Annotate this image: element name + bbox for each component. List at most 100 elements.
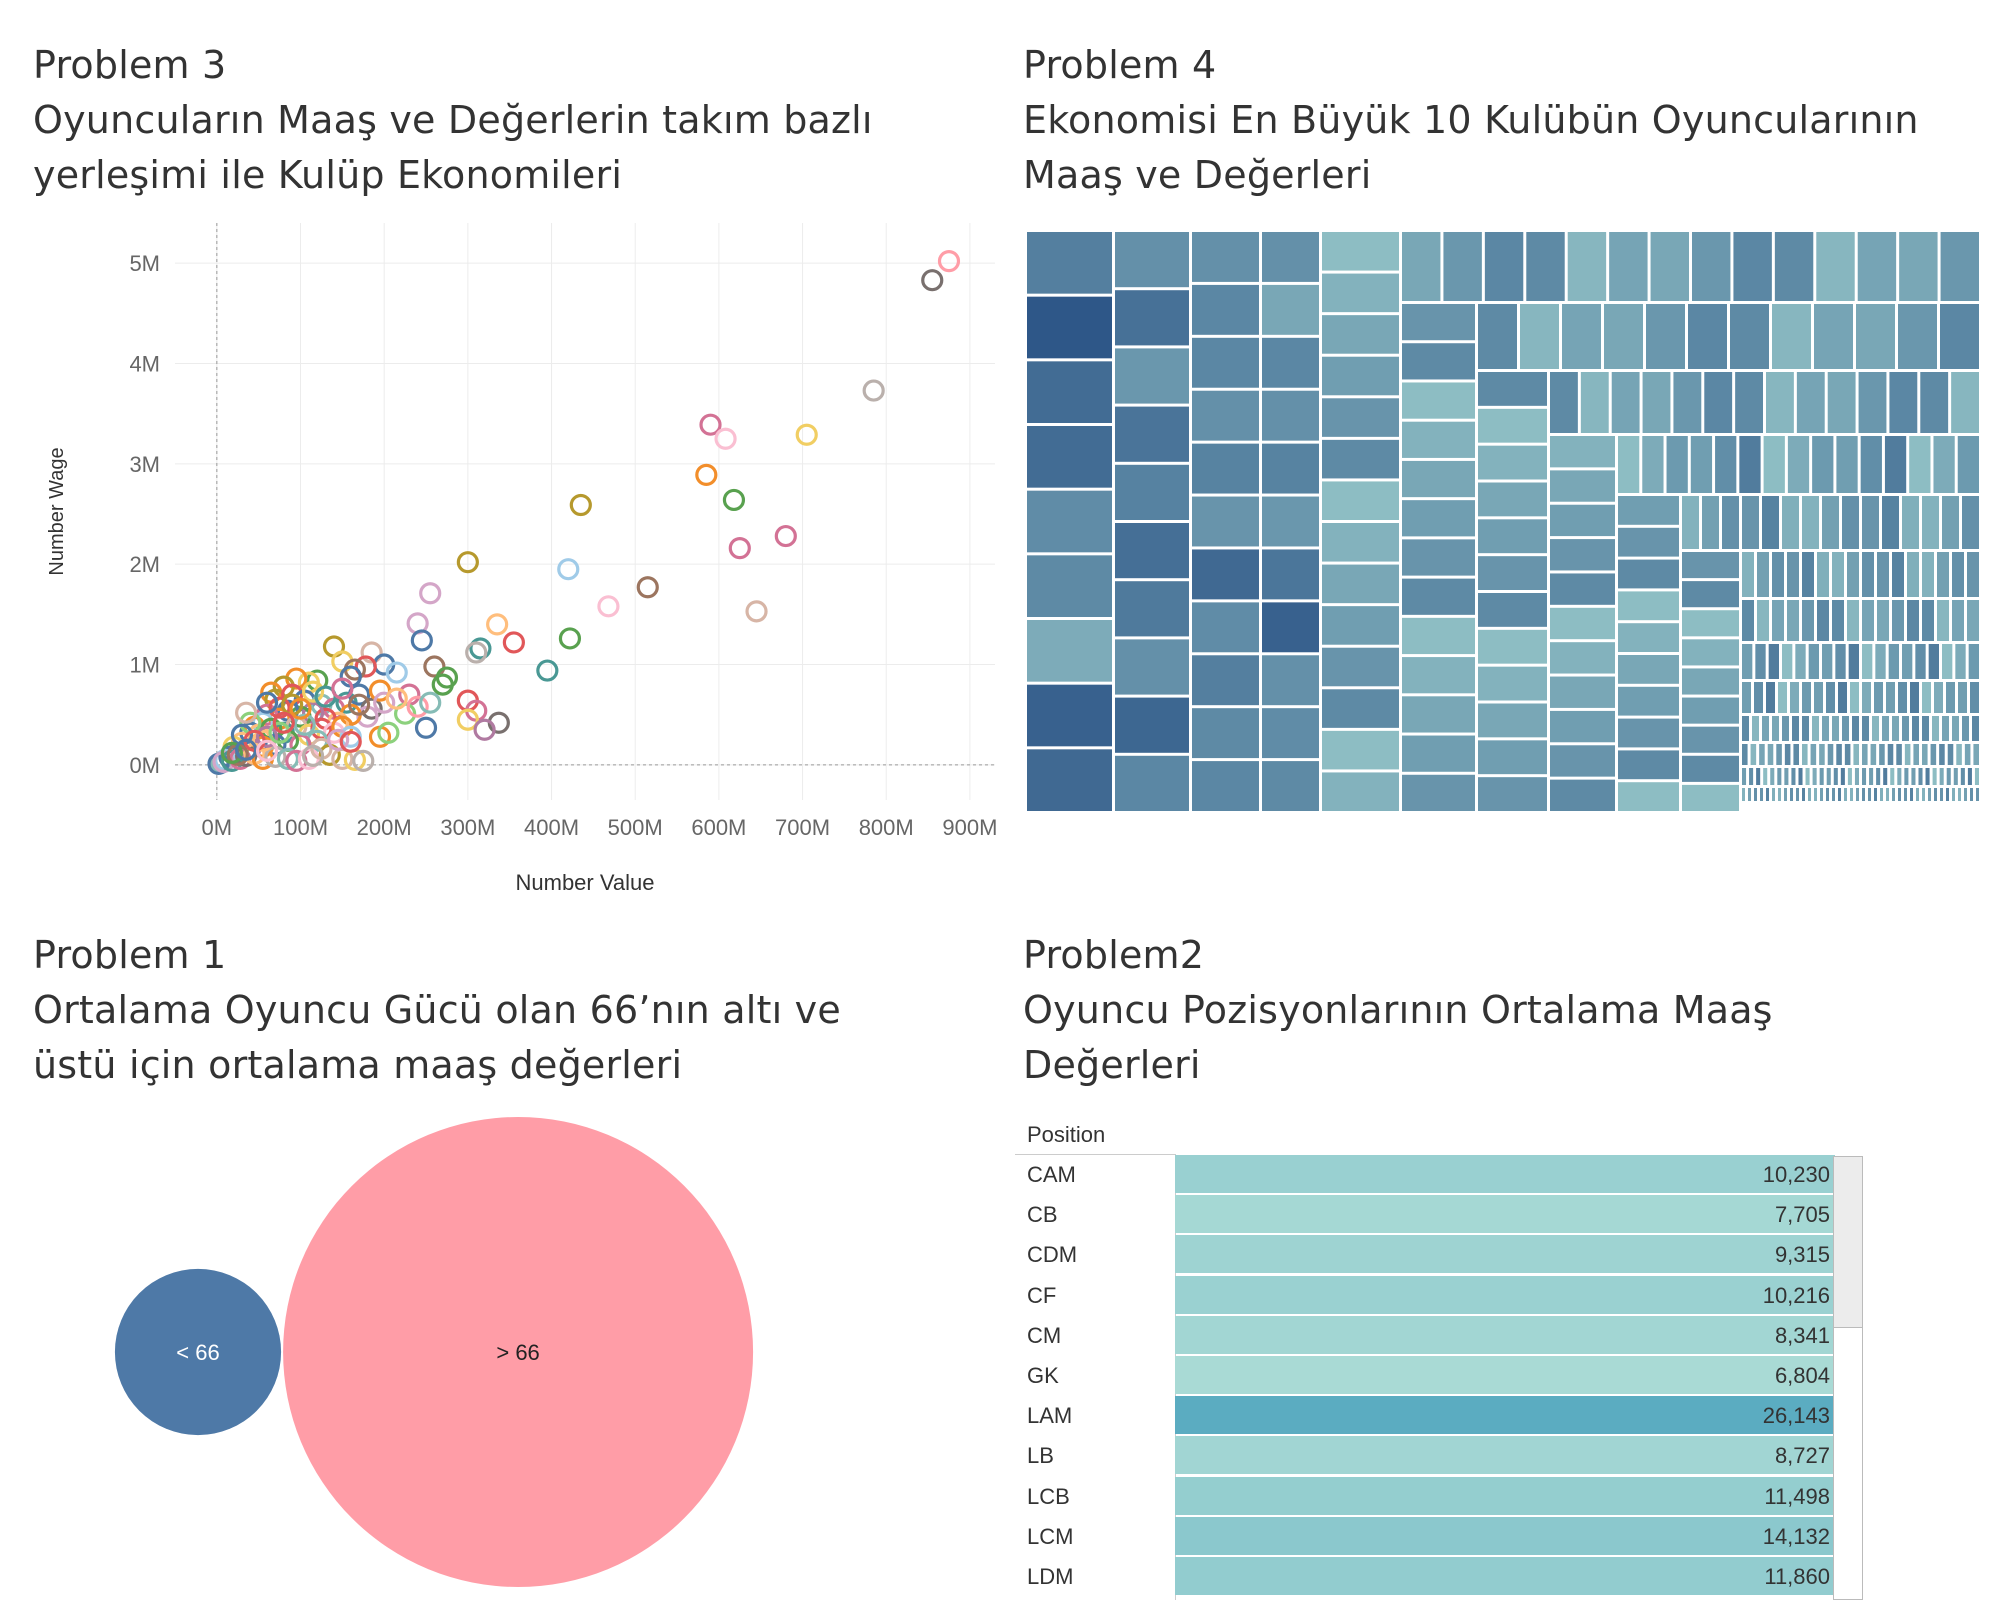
treemap-tile[interactable] (1946, 682, 1955, 713)
treemap-tile[interactable] (1682, 496, 1699, 549)
treemap-tile[interactable] (1816, 232, 1855, 301)
treemap-tile[interactable] (1322, 315, 1399, 354)
treemap-tile[interactable] (1870, 744, 1877, 765)
scatter-point[interactable] (431, 673, 454, 696)
table-row[interactable]: LB 8,727 (1015, 1436, 1875, 1476)
treemap-tile[interactable] (1550, 607, 1615, 640)
treemap-tile[interactable] (1872, 716, 1879, 741)
treemap-tile[interactable] (1192, 761, 1259, 811)
treemap-tile[interactable] (1618, 655, 1679, 684)
treemap-tile[interactable] (1757, 600, 1769, 641)
treemap-tile[interactable] (1892, 600, 1904, 641)
treemap-tile[interactable] (1826, 682, 1835, 713)
scatter-point[interactable] (268, 721, 291, 744)
treemap-tile[interactable] (1772, 716, 1779, 741)
treemap-tile[interactable] (1550, 372, 1578, 433)
treemap-tile[interactable] (1933, 436, 1955, 493)
treemap-tile[interactable] (1862, 644, 1873, 679)
treemap-tile[interactable] (1777, 768, 1782, 785)
treemap-tile[interactable] (1850, 788, 1853, 801)
treemap-tile[interactable] (1793, 744, 1799, 765)
treemap-tile[interactable] (1805, 768, 1810, 785)
scatter-point[interactable] (502, 631, 525, 654)
treemap-tile[interactable] (1795, 644, 1806, 679)
treemap-tile[interactable] (1802, 744, 1808, 765)
treemap-tile[interactable] (1768, 644, 1779, 679)
treemap-tile[interactable] (1742, 644, 1753, 679)
treemap-tile[interactable] (1192, 496, 1259, 547)
treemap-tile[interactable] (1902, 716, 1909, 741)
table-row[interactable]: CAM 10,230 (1015, 1155, 1875, 1195)
treemap-tile[interactable] (1550, 710, 1615, 743)
treemap-tile[interactable] (1772, 552, 1784, 597)
treemap-tile[interactable] (1812, 768, 1817, 785)
scatter-point[interactable] (327, 728, 350, 751)
treemap-tile[interactable] (1730, 304, 1769, 369)
treemap-tile[interactable] (1782, 716, 1789, 741)
treemap-tile[interactable] (1952, 788, 1955, 801)
treemap-tile[interactable] (1759, 744, 1765, 765)
treemap-tile[interactable] (1964, 744, 1971, 765)
treemap-tile[interactable] (1754, 682, 1763, 713)
treemap-tile[interactable] (1702, 496, 1719, 549)
treemap-tile[interactable] (1827, 744, 1834, 765)
scatter-point[interactable] (360, 641, 383, 664)
treemap-tile[interactable] (1322, 689, 1399, 728)
treemap-tile[interactable] (1784, 744, 1791, 765)
scatter-point[interactable] (795, 423, 818, 446)
treemap-tile[interactable] (1838, 788, 1841, 801)
scatter-point[interactable] (255, 691, 279, 714)
treemap-tile[interactable] (1262, 443, 1319, 494)
treemap-tile[interactable] (1930, 744, 1937, 765)
treemap-tile[interactable] (1842, 716, 1849, 741)
treemap-tile[interactable] (1836, 436, 1858, 493)
treemap-tile[interactable] (1027, 361, 1112, 423)
treemap-tile[interactable] (1826, 788, 1829, 801)
treemap-tile[interactable] (1925, 768, 1930, 785)
treemap-tile[interactable] (1860, 436, 1882, 493)
treemap-tile[interactable] (1920, 372, 1949, 433)
treemap-tile[interactable] (1618, 559, 1679, 589)
treemap-tile[interactable] (1650, 232, 1689, 301)
scrollbar-thumb[interactable] (1834, 1157, 1862, 1328)
treemap-tile[interactable] (1115, 464, 1189, 520)
treemap-tile[interactable] (1922, 682, 1931, 713)
treemap-tile[interactable] (1916, 788, 1919, 801)
treemap-tile[interactable] (1932, 716, 1939, 741)
treemap-tile[interactable] (1932, 768, 1937, 785)
treemap-tile[interactable] (1322, 730, 1399, 770)
treemap-tile[interactable] (1115, 697, 1189, 753)
scatter-point[interactable] (220, 749, 243, 772)
scatter-point[interactable] (636, 576, 659, 599)
treemap-tile[interactable] (1862, 600, 1874, 641)
scatter-point[interactable] (272, 711, 295, 734)
treemap-tile[interactable] (1827, 372, 1856, 433)
treemap-tile[interactable] (1796, 788, 1799, 801)
treemap-tile[interactable] (1722, 496, 1739, 549)
treemap-tile[interactable] (1835, 644, 1846, 679)
treemap-tile[interactable] (1733, 232, 1772, 301)
scatter-point[interactable] (558, 627, 582, 650)
treemap-tile[interactable] (1402, 460, 1475, 498)
treemap-tile[interactable] (1776, 744, 1782, 765)
treemap-tile[interactable] (1484, 232, 1524, 301)
treemap-tile[interactable] (1922, 552, 1934, 597)
treemap-tile[interactable] (1857, 232, 1897, 301)
treemap-tile[interactable] (1858, 372, 1887, 433)
treemap-tile[interactable] (1853, 744, 1859, 765)
treemap-tile[interactable] (1673, 372, 1702, 433)
scatter-point[interactable] (774, 524, 797, 548)
treemap-tile[interactable] (1847, 768, 1852, 785)
treemap-tile[interactable] (1955, 644, 1966, 679)
treemap-tile[interactable] (1115, 639, 1189, 695)
table-scrollbar[interactable] (1833, 1156, 1863, 1600)
treemap-tile[interactable] (1822, 644, 1833, 679)
treemap-tile[interactable] (1402, 578, 1475, 615)
treemap-tile[interactable] (1928, 644, 1939, 679)
treemap-tile[interactable] (1791, 768, 1796, 785)
treemap-tile[interactable] (1774, 232, 1814, 301)
treemap-tile[interactable] (1642, 436, 1664, 493)
scatter-point[interactable] (255, 739, 279, 762)
treemap-tile[interactable] (1787, 552, 1799, 597)
treemap-tile[interactable] (1856, 304, 1895, 369)
